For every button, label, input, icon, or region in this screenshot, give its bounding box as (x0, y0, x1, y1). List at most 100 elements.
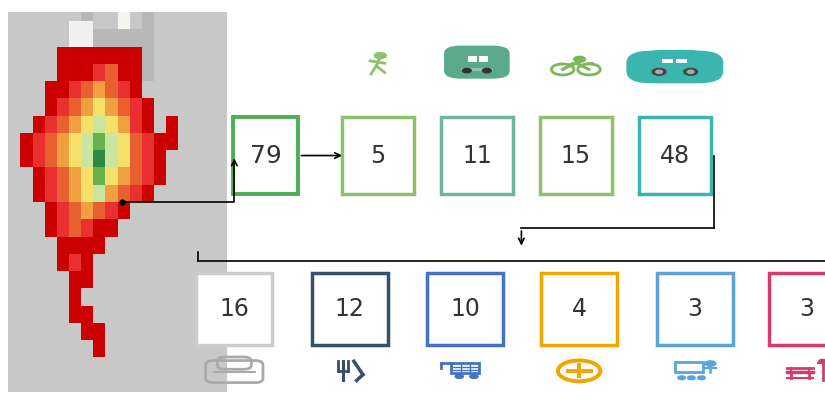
Circle shape (455, 375, 464, 379)
FancyBboxPatch shape (106, 29, 118, 46)
FancyBboxPatch shape (676, 59, 687, 63)
Circle shape (463, 68, 471, 73)
FancyBboxPatch shape (81, 99, 93, 116)
FancyBboxPatch shape (57, 81, 69, 99)
FancyBboxPatch shape (81, 323, 93, 340)
Text: 11: 11 (462, 143, 492, 168)
FancyBboxPatch shape (142, 64, 154, 81)
FancyBboxPatch shape (657, 273, 733, 345)
FancyBboxPatch shape (540, 117, 612, 194)
FancyBboxPatch shape (142, 46, 154, 64)
FancyBboxPatch shape (106, 81, 118, 99)
Circle shape (656, 70, 662, 74)
FancyBboxPatch shape (21, 150, 32, 168)
FancyBboxPatch shape (106, 64, 118, 81)
FancyBboxPatch shape (69, 202, 81, 219)
FancyBboxPatch shape (468, 56, 477, 62)
FancyBboxPatch shape (81, 133, 93, 150)
FancyBboxPatch shape (130, 150, 142, 168)
FancyBboxPatch shape (93, 202, 106, 219)
FancyBboxPatch shape (118, 81, 130, 99)
FancyBboxPatch shape (69, 219, 81, 236)
FancyBboxPatch shape (106, 168, 118, 185)
FancyBboxPatch shape (130, 64, 142, 81)
FancyBboxPatch shape (57, 150, 69, 168)
Circle shape (375, 53, 386, 59)
FancyBboxPatch shape (142, 150, 154, 168)
FancyBboxPatch shape (69, 46, 81, 64)
FancyBboxPatch shape (45, 185, 57, 202)
FancyBboxPatch shape (45, 116, 57, 133)
FancyBboxPatch shape (32, 150, 45, 168)
FancyBboxPatch shape (81, 305, 93, 323)
FancyBboxPatch shape (81, 12, 93, 29)
FancyBboxPatch shape (69, 133, 81, 150)
FancyBboxPatch shape (106, 99, 118, 116)
FancyBboxPatch shape (69, 288, 81, 305)
FancyBboxPatch shape (444, 46, 510, 79)
Circle shape (819, 360, 825, 363)
FancyBboxPatch shape (118, 29, 130, 46)
Circle shape (705, 361, 716, 366)
FancyBboxPatch shape (342, 117, 414, 194)
FancyBboxPatch shape (57, 185, 69, 202)
FancyBboxPatch shape (769, 273, 825, 345)
FancyBboxPatch shape (32, 185, 45, 202)
FancyBboxPatch shape (57, 133, 69, 150)
FancyBboxPatch shape (118, 64, 130, 81)
FancyBboxPatch shape (69, 21, 93, 46)
FancyBboxPatch shape (45, 99, 57, 116)
FancyBboxPatch shape (57, 116, 69, 133)
FancyBboxPatch shape (118, 99, 130, 116)
FancyBboxPatch shape (118, 168, 130, 185)
Circle shape (470, 375, 478, 379)
FancyBboxPatch shape (166, 116, 178, 133)
FancyBboxPatch shape (81, 271, 93, 288)
FancyBboxPatch shape (69, 29, 81, 46)
FancyBboxPatch shape (142, 133, 154, 150)
FancyBboxPatch shape (130, 168, 142, 185)
FancyBboxPatch shape (154, 133, 166, 150)
FancyBboxPatch shape (106, 202, 118, 219)
FancyBboxPatch shape (69, 99, 81, 116)
FancyBboxPatch shape (142, 185, 154, 202)
FancyBboxPatch shape (142, 99, 154, 116)
FancyBboxPatch shape (142, 168, 154, 185)
FancyBboxPatch shape (93, 46, 106, 64)
FancyBboxPatch shape (81, 150, 93, 168)
FancyBboxPatch shape (57, 64, 69, 81)
FancyBboxPatch shape (639, 117, 711, 194)
FancyBboxPatch shape (81, 202, 93, 219)
FancyBboxPatch shape (57, 46, 69, 64)
FancyBboxPatch shape (69, 116, 81, 133)
Text: 5: 5 (370, 143, 385, 168)
FancyBboxPatch shape (93, 133, 106, 150)
FancyBboxPatch shape (69, 254, 81, 271)
FancyBboxPatch shape (81, 29, 93, 46)
FancyBboxPatch shape (118, 133, 130, 150)
FancyBboxPatch shape (130, 29, 142, 46)
FancyBboxPatch shape (154, 150, 166, 168)
FancyBboxPatch shape (154, 168, 166, 185)
FancyBboxPatch shape (644, 50, 705, 72)
FancyBboxPatch shape (45, 168, 57, 185)
FancyBboxPatch shape (8, 12, 227, 392)
FancyBboxPatch shape (118, 185, 130, 202)
FancyBboxPatch shape (81, 219, 93, 236)
FancyBboxPatch shape (93, 150, 106, 168)
FancyBboxPatch shape (32, 168, 45, 185)
FancyBboxPatch shape (45, 202, 57, 219)
FancyBboxPatch shape (45, 219, 57, 236)
FancyBboxPatch shape (93, 64, 106, 81)
FancyBboxPatch shape (69, 305, 81, 323)
FancyBboxPatch shape (81, 185, 93, 202)
FancyBboxPatch shape (427, 273, 503, 345)
FancyBboxPatch shape (21, 133, 32, 150)
FancyBboxPatch shape (166, 133, 178, 150)
FancyBboxPatch shape (93, 99, 106, 116)
FancyBboxPatch shape (130, 185, 142, 202)
FancyBboxPatch shape (45, 133, 57, 150)
Text: 10: 10 (450, 297, 480, 321)
FancyBboxPatch shape (106, 185, 118, 202)
FancyBboxPatch shape (118, 116, 130, 133)
